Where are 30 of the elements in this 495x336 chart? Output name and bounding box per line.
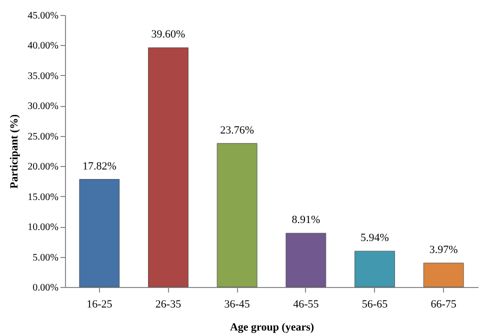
y-tick-label: 35.00% <box>28 70 58 82</box>
x-tick-label: 66-75 <box>430 298 457 310</box>
bar <box>354 250 395 288</box>
bar <box>423 262 464 288</box>
x-tick-label: 56-65 <box>362 298 388 310</box>
y-axis-title: Participant (%) <box>8 114 21 189</box>
bar <box>148 47 188 288</box>
data-label: 3.97% <box>429 244 458 256</box>
data-label: 5.94% <box>360 232 389 244</box>
data-label: 17.82% <box>82 160 116 172</box>
data-label: 8.91% <box>292 214 320 226</box>
bar <box>79 179 120 288</box>
y-tick-label: 30.00% <box>28 101 58 112</box>
bar <box>216 143 258 288</box>
bar <box>286 232 326 288</box>
y-tick-label: 10.00% <box>28 222 58 234</box>
data-label: 23.76% <box>220 124 254 136</box>
x-tick-label: 16-25 <box>86 298 113 310</box>
x-axis-title: Age group (years) <box>230 322 314 334</box>
x-tick-label: 46-55 <box>293 298 320 310</box>
x-tick-label: 26-35 <box>155 298 182 310</box>
data-label: 39.60% <box>151 28 186 41</box>
y-tick-label: 20.00% <box>28 162 58 173</box>
y-tick-label: 15.00% <box>28 192 58 203</box>
x-tick-label: 36-45 <box>224 298 250 310</box>
y-tick-label: 25.00% <box>28 131 58 142</box>
y-tick-label: 40.00% <box>28 40 58 52</box>
y-tick-label: 0.00% <box>32 282 58 294</box>
y-tick-label: 45.00% <box>28 10 58 22</box>
y-tick-label: 5.00% <box>32 252 58 264</box>
